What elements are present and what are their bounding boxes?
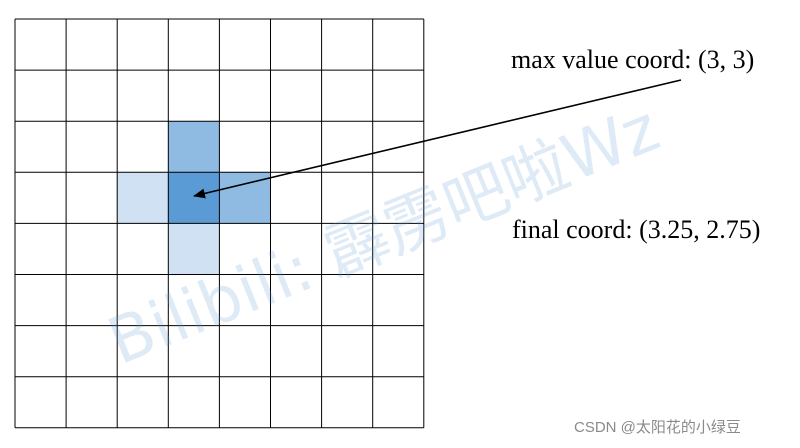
grid-cell-highlight <box>117 172 169 224</box>
highlighted-cells <box>117 121 271 275</box>
grid-cell-highlight <box>168 223 220 275</box>
max-value-coord-label: max value coord: (3, 3) <box>511 45 755 74</box>
grid-cell-highlight <box>168 172 220 224</box>
pointer-arrow <box>193 79 682 199</box>
grid-cell-highlight <box>168 121 220 173</box>
grid-lines <box>14 18 425 429</box>
csdn-credit: CSDN @太阳花的小绿豆 <box>574 419 741 436</box>
grid-cell-highlight <box>219 172 271 224</box>
final-coord-label: final coord: (3.25, 2.75) <box>512 215 761 244</box>
